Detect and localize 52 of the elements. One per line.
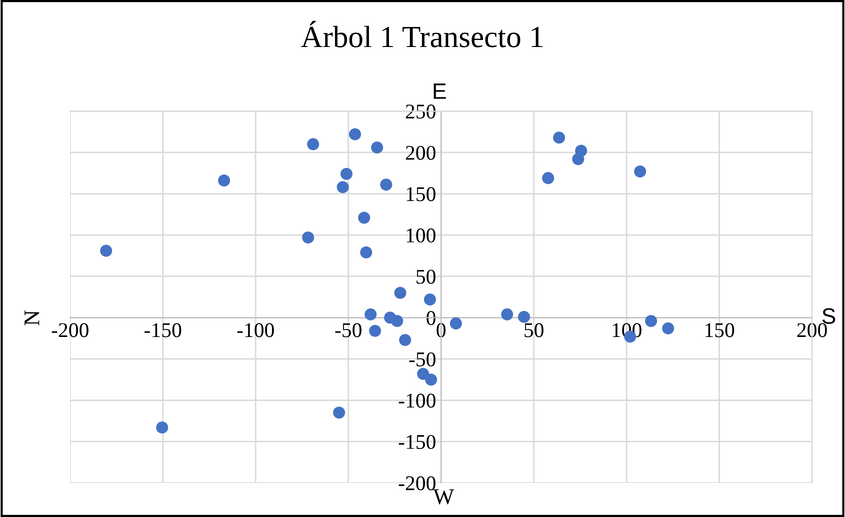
y-tick-label: 200 (406, 146, 436, 160)
x-tick-label: -100 (237, 323, 274, 338)
text: E (434, 84, 446, 99)
point (662, 322, 674, 334)
point (369, 324, 382, 337)
point (542, 172, 554, 184)
point (572, 153, 584, 166)
y-tick-label: 0 (426, 311, 436, 326)
point (371, 141, 384, 154)
text: N (24, 310, 40, 326)
point (333, 406, 346, 419)
point (645, 314, 658, 327)
point (425, 374, 438, 386)
x-tick-label: -200 (52, 323, 88, 338)
y-tick-label: 100 (406, 228, 436, 242)
x-tick-label: 0 (436, 323, 446, 338)
y-tick-label: -200 (398, 476, 436, 490)
x-tick-label: -50 (335, 323, 362, 338)
point (340, 168, 353, 180)
text: W (433, 489, 454, 504)
point (302, 232, 314, 244)
point (349, 128, 362, 140)
point (424, 293, 436, 306)
point (360, 246, 372, 258)
y-tick-label: -150 (398, 434, 436, 450)
x-tick-label: -150 (144, 323, 182, 338)
point (358, 212, 370, 224)
point (394, 286, 406, 299)
point (380, 178, 392, 191)
y-tick-label: -50 (409, 352, 436, 366)
point (553, 132, 566, 144)
x-tick-label: 150 (706, 323, 734, 338)
point (364, 308, 377, 320)
point (336, 181, 349, 194)
chart-title: Árbol 1 Transecto 1 (300, 20, 542, 48)
point (518, 310, 530, 323)
point (307, 138, 320, 150)
y-tick-label: 50 (416, 270, 436, 284)
point (218, 174, 230, 187)
y-tick-label: 150 (406, 187, 436, 202)
point (156, 422, 168, 434)
point (634, 165, 646, 178)
point (450, 317, 462, 330)
x-tick-label: 50 (524, 323, 544, 338)
text: S (822, 308, 836, 324)
x-tick-label: 200 (797, 323, 827, 338)
y-tick-label: 250 (406, 104, 436, 119)
point (399, 334, 412, 346)
point (501, 308, 514, 320)
point (100, 244, 112, 257)
point (391, 314, 404, 327)
y-tick-label: -100 (398, 394, 436, 408)
